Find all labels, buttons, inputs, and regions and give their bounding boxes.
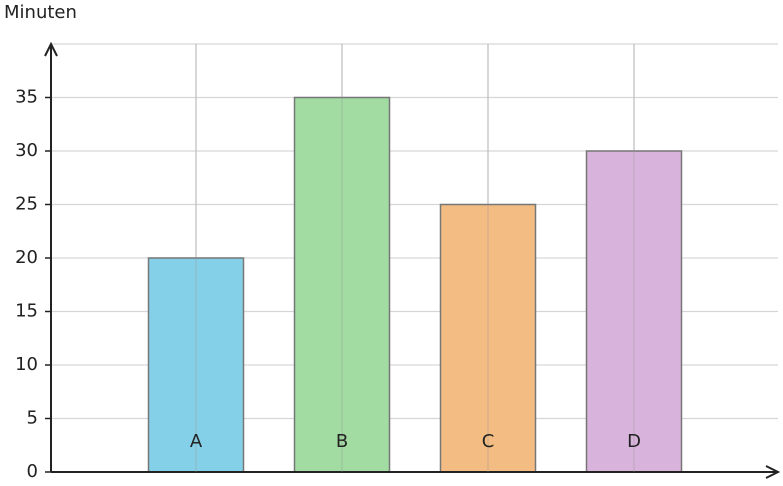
y-tick-label: 25 [15,194,38,215]
y-tick-label: 35 [15,87,38,108]
x-tick-label: A [190,431,203,452]
bars [147,96,683,473]
y-axis-label: Minuten [4,2,77,23]
y-tick-label: 5 [27,408,38,429]
y-tick-label: 20 [15,247,38,268]
x-axis-arrow [765,465,781,479]
x-tick-label: D [627,431,641,452]
y-axis-arrow [44,41,58,57]
y-tick-label: 0 [27,461,38,482]
x-tick-label: C [482,431,495,452]
y-tick-label: 30 [15,140,38,161]
y-tick-label: 15 [15,301,38,322]
y-tick-label: 10 [15,354,38,375]
bar [439,203,537,473]
bar [585,150,683,473]
x-tick-label: B [336,431,348,452]
bar [293,96,391,473]
bar [147,257,245,473]
